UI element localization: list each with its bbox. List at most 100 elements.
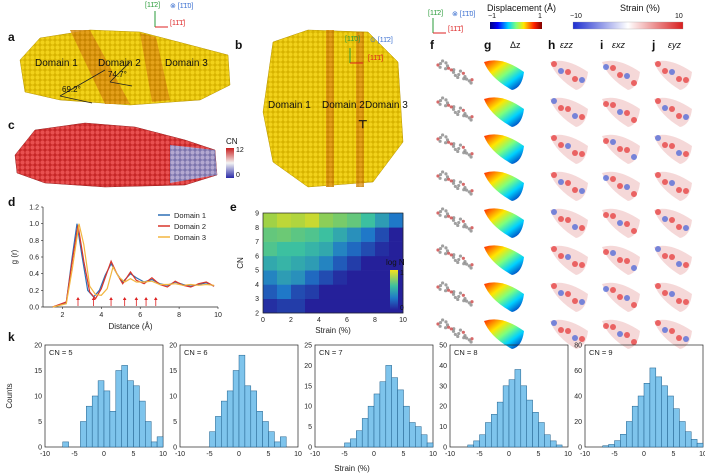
atom-dot — [444, 209, 448, 213]
atom-dot — [470, 263, 474, 267]
atom-dot — [452, 290, 456, 294]
axis-fj-out: ⊗ [1̄1̄0] — [452, 11, 476, 18]
atom-dot — [457, 331, 461, 336]
strain-map — [654, 245, 692, 275]
heatmap-cell — [375, 255, 390, 271]
strain-spot — [631, 117, 637, 123]
strain-spot — [624, 110, 630, 116]
atom-dot — [463, 333, 467, 338]
y-tick-label: 5 — [308, 424, 312, 431]
y-tick-label: 20 — [34, 343, 42, 350]
strain-spot — [676, 224, 682, 230]
atom-dot — [470, 115, 474, 119]
atom-dot — [463, 222, 467, 227]
heatmap-cell — [305, 284, 320, 300]
strain-spot — [551, 320, 557, 326]
atom-dot — [469, 340, 473, 344]
strain-spot — [558, 216, 564, 222]
col-title-j: εyz — [668, 40, 681, 50]
strain-title: Strain (%) — [620, 3, 661, 13]
legend-label-1: Domain 1 — [174, 211, 206, 220]
hist-bar — [103, 390, 111, 448]
y-tick-label: 5 — [255, 268, 259, 275]
atom-dot — [436, 322, 440, 326]
strain-spot — [631, 228, 637, 234]
atom-dot — [453, 110, 457, 115]
hist-title: CN = 8 — [454, 348, 478, 357]
logn-colorbar-max: 1 — [400, 270, 404, 277]
hist-bar — [655, 376, 662, 448]
heatmap-cell — [277, 270, 292, 285]
atom-dot — [453, 258, 457, 263]
atom-dot — [458, 254, 463, 258]
atom-dot — [438, 176, 442, 180]
hist-bar — [637, 395, 645, 448]
legend-label-3: Domain 3 — [174, 233, 206, 242]
strain-spot — [610, 324, 616, 330]
atom-dot — [456, 260, 460, 265]
y-tick-label: 60 — [574, 368, 582, 375]
heatmap-cell — [389, 213, 404, 228]
structure-thumbnail — [436, 244, 474, 270]
axis-b-right: [11̄1̄] — [368, 55, 384, 62]
hist-bar — [232, 370, 240, 448]
hist-title: CN = 6 — [184, 348, 208, 357]
atom-dot — [461, 108, 465, 112]
strain-spot — [558, 179, 564, 185]
heatmap-cell — [305, 241, 320, 257]
hist-bar — [467, 444, 474, 448]
strain-spot — [617, 220, 623, 226]
strain-spot — [603, 286, 609, 292]
strain-spot — [579, 188, 585, 194]
structure-thumbnail — [436, 133, 474, 159]
atom-dot — [461, 256, 465, 260]
atom-dot — [438, 209, 443, 214]
atom-dot — [469, 118, 473, 122]
heatmap-cell — [277, 241, 292, 257]
atom-dot — [457, 109, 461, 114]
strain-spot — [551, 283, 557, 289]
atom-dot — [444, 67, 448, 71]
strain-blob — [654, 282, 692, 312]
x-tick-label: 8 — [177, 312, 181, 319]
hist-bar — [385, 365, 392, 448]
atom-dot — [444, 104, 448, 108]
hist-bar — [156, 436, 164, 448]
structure-thumbnail — [436, 318, 474, 344]
axis-a-up: [11̄2] — [145, 2, 161, 9]
atom-dot — [444, 98, 448, 102]
heatmap-frame — [262, 212, 404, 314]
strain-spot — [551, 246, 557, 252]
atom-dot — [458, 217, 463, 221]
atom-dot — [463, 74, 467, 79]
strain-spot — [624, 295, 630, 301]
atom-dot — [452, 179, 456, 183]
atom-dot — [458, 69, 463, 73]
strain-map — [550, 282, 588, 312]
hist-bar — [361, 418, 369, 448]
hist-bar — [244, 385, 252, 448]
heatmap-cell — [263, 213, 278, 228]
strain-spot — [617, 331, 623, 337]
hist-bar — [262, 421, 269, 448]
atom-dot — [461, 293, 465, 297]
hist-title: CN = 7 — [319, 348, 343, 357]
heatmap-cell — [333, 284, 348, 300]
atom-dot — [445, 323, 450, 327]
heatmap-cell — [347, 255, 362, 271]
hist-bar — [420, 434, 428, 448]
atom-dot — [464, 151, 469, 155]
y-tick-label: 5 — [38, 419, 42, 426]
strain-spot — [676, 335, 682, 341]
heatmap-cell — [305, 213, 320, 228]
atom-dot — [436, 174, 440, 178]
strain-spot — [565, 106, 571, 112]
y-axis-label: g (r) — [10, 249, 19, 264]
atom-dot — [461, 330, 465, 334]
hist-bar — [409, 422, 416, 448]
x-tick-label: 5 — [537, 451, 541, 458]
strain-spot — [579, 77, 585, 83]
atom-dot — [457, 294, 461, 299]
displacement-min: −1 — [488, 13, 496, 20]
atom-dot — [436, 137, 440, 141]
